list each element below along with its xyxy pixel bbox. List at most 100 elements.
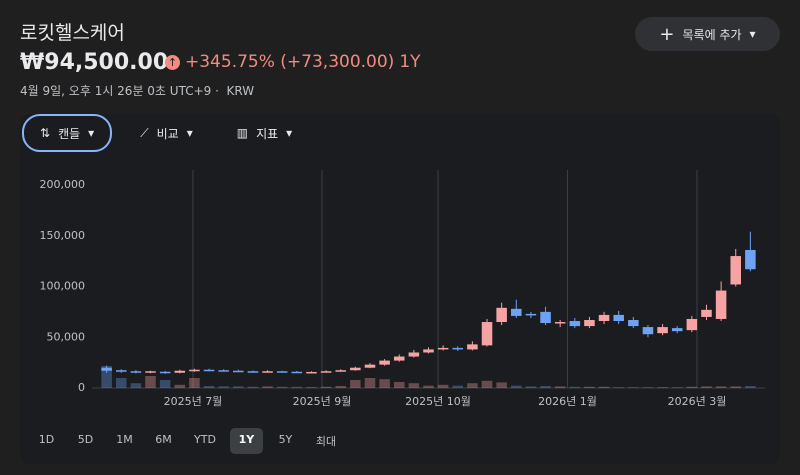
- tool-button[interactable]: ⟋ 비교 ▾: [124, 115, 209, 151]
- y-tick-label: 0: [78, 381, 85, 394]
- volume-bar: [364, 378, 376, 388]
- y-tick-label: 50,000: [47, 330, 86, 343]
- volume-bar: [467, 383, 478, 388]
- candle-body: [481, 322, 493, 346]
- up-icon: ↑: [165, 54, 180, 70]
- volume-bar: [715, 386, 727, 388]
- volume-bar: [745, 386, 756, 388]
- volume-bar: [393, 382, 405, 388]
- y-tick-label: 150,000: [40, 229, 86, 242]
- volume-bar: [613, 387, 624, 388]
- chart-panel: [20, 114, 780, 464]
- watchlist-button[interactable]: + 목록에 추가 ▾: [635, 17, 780, 51]
- candle-body: [657, 327, 668, 334]
- candle-body: [306, 371, 317, 374]
- stock-title: 로킷헬스케어: [20, 22, 125, 44]
- volume-bar: [657, 387, 668, 388]
- candle-body: [701, 309, 712, 317]
- candle-body: [291, 371, 303, 374]
- range-button[interactable]: 5Y: [278, 433, 293, 446]
- tool-label: 비교: [156, 126, 179, 141]
- candle-body: [159, 371, 171, 374]
- volume-bar: [481, 380, 493, 388]
- volume-bar: [686, 386, 698, 388]
- volume-bar: [291, 386, 303, 388]
- dropdown-arrow: ▾: [286, 126, 293, 140]
- change-value: +345.75% (+73,300.00): [185, 52, 395, 72]
- price: ₩94,500.00: [20, 50, 169, 75]
- watchlist-label: 목록에 추가: [682, 27, 742, 42]
- range-button[interactable]: 5D: [77, 433, 94, 446]
- volume-bar: [262, 386, 273, 388]
- range-button[interactable]: 6M: [155, 433, 172, 446]
- volume-bar: [408, 383, 420, 388]
- candle-body: [642, 327, 654, 335]
- volume-bar: [203, 386, 215, 388]
- candle-body: [145, 371, 156, 373]
- volume-bar: [569, 386, 581, 388]
- tool-label: 캔들: [58, 126, 81, 141]
- range-bar: 1D 5D 1M 6M YTD 1Y 5Y 최대: [30, 428, 344, 454]
- volume-bar: [496, 382, 507, 388]
- candle-body: [130, 371, 142, 373]
- candle-body: [393, 356, 405, 361]
- volume-bar: [218, 386, 229, 388]
- volume-bar: [423, 385, 434, 388]
- candle-body: [671, 328, 683, 332]
- candle-body: [598, 314, 610, 322]
- volume-bar: [335, 386, 346, 388]
- candle-body: [350, 367, 361, 371]
- candle-body: [101, 367, 112, 371]
- dropdown-arrow: ▾: [186, 126, 193, 140]
- candle-body: [320, 371, 332, 373]
- volume-bar: [437, 384, 449, 388]
- timestamp-row: 4월 9일, 오후 1시 26분 0초 UTC+9 · KRW: [20, 84, 255, 98]
- volume-bar: [452, 385, 464, 388]
- range-button[interactable]: 1Y: [229, 428, 263, 454]
- change: ↑ +345.75% (+73,300.00) 1Y: [165, 52, 421, 72]
- candle-body: [467, 344, 478, 350]
- candle-body: [452, 347, 464, 350]
- x-tick-label: 2025년 9월: [293, 395, 352, 408]
- candle-body: [511, 308, 522, 316]
- range-button[interactable]: 최대: [315, 435, 337, 448]
- volume-bar: [233, 386, 244, 388]
- volume-bar: [584, 386, 595, 388]
- candle-body: [262, 371, 273, 373]
- toolbar: ⇅ 캔들 ▾ ⟋ 비교 ▾ ▥ 지표 ▾: [22, 114, 308, 152]
- tool-label: 지표: [256, 126, 279, 141]
- volume-bar: [379, 379, 390, 388]
- volume-bar: [628, 387, 639, 388]
- candle-body: [745, 249, 756, 270]
- candle-body: [364, 364, 376, 368]
- volume-bar: [320, 386, 332, 388]
- x-tick-label: 2025년 10월: [405, 395, 471, 408]
- x-tick-label: 2026년 1월: [538, 395, 597, 408]
- volume-bar: [598, 386, 610, 388]
- candle-body: [115, 370, 127, 372]
- volume-bar: [189, 378, 200, 388]
- volume-bar: [511, 385, 522, 388]
- volume-bar: [130, 383, 142, 388]
- candle-body: [335, 370, 346, 372]
- candle-body: [540, 311, 551, 324]
- range-button[interactable]: YTD: [194, 433, 216, 446]
- currency: KRW: [226, 84, 255, 98]
- candle-body: [203, 369, 215, 372]
- tool-icon: ⇅: [40, 126, 51, 140]
- volume-bar: [101, 366, 112, 388]
- tool-button[interactable]: ⇅ 캔들 ▾: [22, 114, 113, 152]
- tool-button[interactable]: ▥ 지표 ▾: [221, 115, 308, 151]
- range-button[interactable]: 1D: [38, 433, 55, 446]
- candle-body: [379, 360, 390, 365]
- range-button[interactable]: 1M: [116, 433, 133, 446]
- candle-body: [247, 371, 259, 373]
- candle-body: [408, 352, 420, 357]
- candle-body: [174, 370, 186, 373]
- candle-body: [686, 318, 698, 331]
- x-tick-label: 2025년 7월: [164, 395, 223, 408]
- timestamp: 4월 9일, 오후 1시 26분 0초 UTC+9: [20, 84, 212, 98]
- candle-body: [423, 349, 434, 353]
- candle-body: [569, 321, 581, 327]
